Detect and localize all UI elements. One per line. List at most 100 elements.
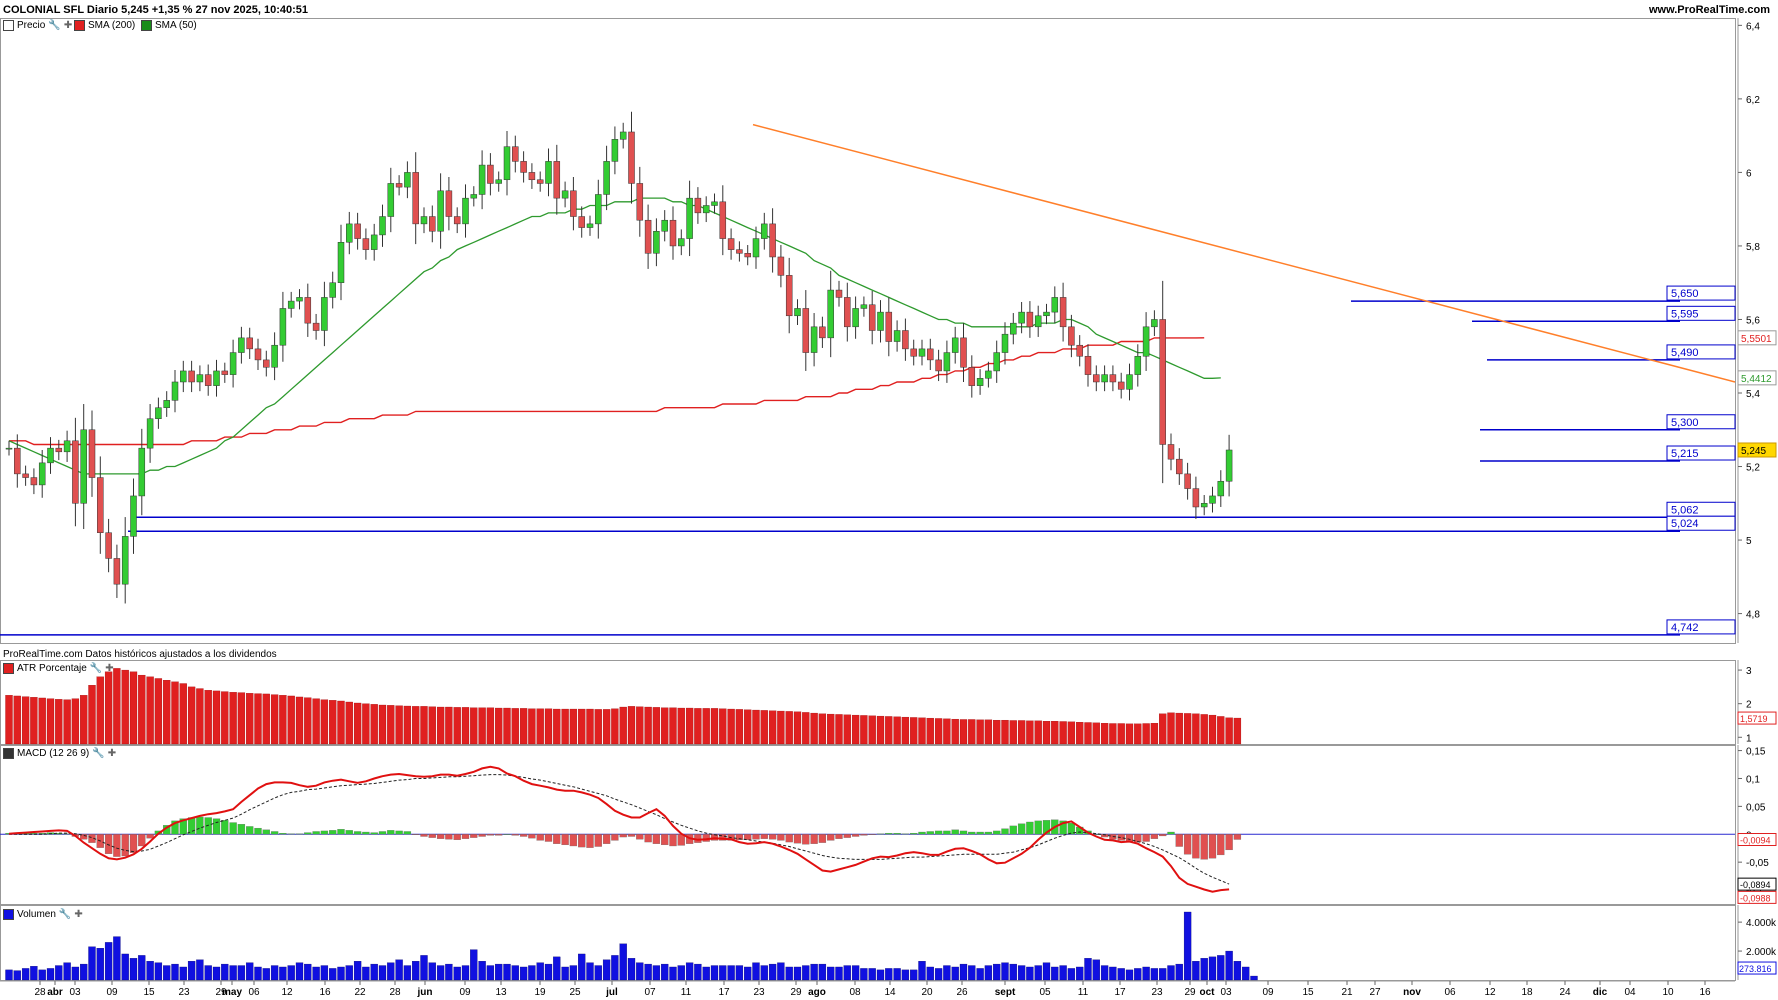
- macd-hist-bar: [237, 824, 246, 835]
- atr-bar: [677, 707, 685, 745]
- atr-bar: [760, 710, 768, 745]
- macd-hist-bar: [171, 820, 179, 835]
- wrench-icon[interactable]: 🔧: [89, 663, 103, 674]
- macd-hist-bar: [934, 830, 943, 835]
- volume-bar: [1092, 959, 1100, 981]
- atr-bar: [669, 707, 677, 745]
- add-icon[interactable]: ✚: [107, 748, 117, 759]
- atr-bar: [910, 717, 918, 745]
- macd-hist-bar: [727, 834, 735, 841]
- macd-hist-bar: [1109, 834, 1117, 840]
- atr-bar: [1067, 721, 1076, 745]
- candle-body: [395, 183, 403, 188]
- volume-bar: [461, 965, 470, 981]
- macd-hist-bar: [5, 832, 13, 835]
- atr-bar: [710, 708, 719, 745]
- macd-hist-bar: [121, 834, 129, 857]
- candle-body: [902, 330, 909, 350]
- macd-hist-bar: [129, 834, 138, 853]
- legend-macd-label: MACD (12 26 9): [17, 748, 90, 759]
- macd-hist-bar: [1233, 834, 1242, 840]
- macd-badge: -0,0094: [1740, 836, 1771, 846]
- macd-hist-bar: [30, 832, 38, 835]
- candle-body: [719, 201, 727, 239]
- x-tick-label: 28: [34, 987, 46, 998]
- candle-body: [868, 304, 876, 331]
- candle-body: [819, 326, 826, 339]
- volume-bar: [1167, 965, 1175, 981]
- last-price-badge: 5,245: [1741, 446, 1766, 457]
- atr-bar: [486, 707, 495, 745]
- macd-hist-bar: [229, 822, 237, 835]
- macd-hist-bar: [1225, 834, 1233, 851]
- macd-hist-bar: [652, 834, 661, 844]
- add-icon[interactable]: ✚: [105, 663, 114, 674]
- legend-atr[interactable]: ATR Porcentaje 🔧 ✚: [3, 663, 114, 674]
- candle-body: [1093, 374, 1100, 383]
- candle-body: [653, 230, 660, 254]
- atr-bar: [1117, 723, 1125, 745]
- atr-bar: [304, 697, 312, 745]
- wrench-icon[interactable]: 🔧: [58, 909, 72, 920]
- atr-bar: [744, 709, 752, 745]
- macd-hist-bar: [1100, 834, 1109, 838]
- atr-bar: [719, 708, 727, 745]
- atr-bar: [246, 693, 254, 745]
- macd-hist-bar: [810, 834, 818, 844]
- legend-sma200[interactable]: SMA (200): [74, 20, 135, 31]
- volume-bar: [1100, 965, 1109, 981]
- atr-bar: [453, 707, 461, 745]
- x-tick-label: 26: [956, 987, 968, 998]
- wrench-icon[interactable]: 🔧: [48, 20, 61, 31]
- macd-hist-bar: [1059, 820, 1067, 835]
- volume-bar: [104, 942, 113, 981]
- candle-body: [586, 223, 594, 228]
- macd-hist-bar: [63, 833, 71, 835]
- atr-bar: [636, 706, 644, 745]
- macd-hist-bar: [511, 834, 519, 836]
- volume-bar: [1242, 966, 1250, 981]
- volume-bar: [337, 966, 345, 981]
- atr-bar: [96, 676, 104, 745]
- candle-body: [761, 223, 768, 239]
- macd-hist-bar: [802, 834, 810, 845]
- atr-bar: [1217, 716, 1225, 745]
- macd-hist-bar: [304, 832, 312, 835]
- atr-bar: [478, 707, 486, 745]
- price-y-tick-label: 5: [1746, 536, 1752, 547]
- candle-body: [1126, 374, 1133, 390]
- add-icon[interactable]: ✚: [74, 909, 83, 920]
- candle-body: [80, 429, 87, 504]
- legend-sma50[interactable]: SMA (50): [141, 20, 197, 31]
- macd-hist-bar: [395, 830, 403, 835]
- source-note: ProRealTime.com Datos históricos ajustad…: [3, 649, 277, 660]
- atr-bar: [1225, 717, 1233, 745]
- macd-hist-bar: [586, 834, 594, 848]
- atr-bar: [851, 714, 860, 745]
- site-link[interactable]: www.ProRealTime.com: [1648, 4, 1770, 16]
- atr-bar: [835, 714, 843, 745]
- x-tick-label: 17: [718, 987, 730, 998]
- macd-hist-bar: [1092, 834, 1100, 835]
- volume-bar: [412, 961, 420, 981]
- legend-macd[interactable]: MACD (12 26 9) 🔧 ✚: [3, 748, 116, 759]
- atr-bar: [38, 697, 46, 745]
- wrench-icon[interactable]: 🔧: [92, 748, 105, 759]
- atr-bar: [727, 708, 735, 745]
- add-icon[interactable]: ✚: [63, 20, 73, 31]
- macd-hist-bar: [1167, 831, 1175, 835]
- volume-bar: [312, 966, 320, 981]
- candle-body: [611, 139, 619, 162]
- volume-bar: [1034, 965, 1042, 981]
- macd-hist-bar: [187, 817, 196, 835]
- candle-body: [254, 348, 262, 361]
- legend-volume[interactable]: Volumen 🔧 ✚: [3, 909, 83, 920]
- volume-bar: [876, 969, 885, 981]
- volume-bar: [851, 965, 860, 981]
- macd-hist-bar: [951, 829, 959, 835]
- x-tick-label: 23: [753, 987, 765, 998]
- macd-hist-bar: [910, 832, 918, 835]
- candle-body: [536, 179, 544, 184]
- legend-price[interactable]: Precio 🔧 ✚: [3, 20, 72, 31]
